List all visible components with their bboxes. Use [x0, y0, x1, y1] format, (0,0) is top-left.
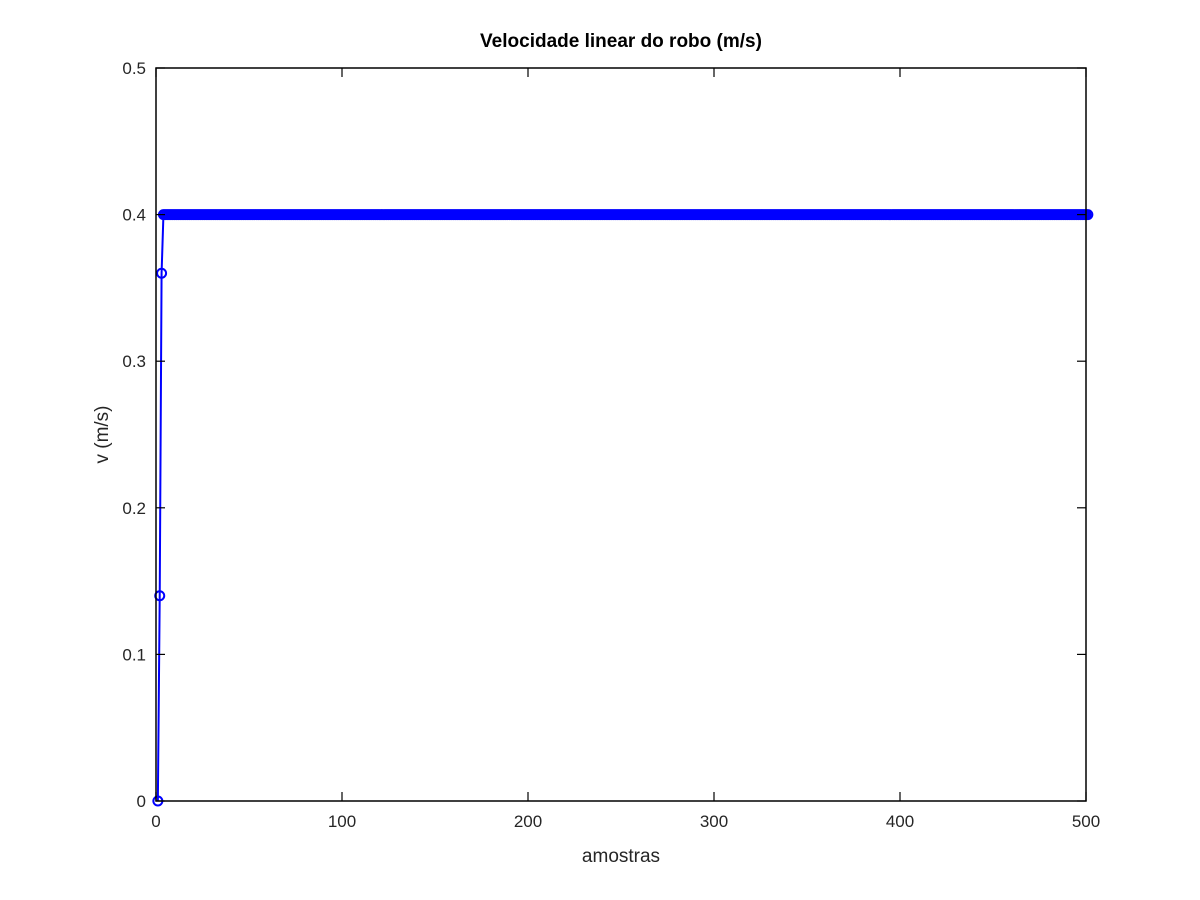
y-tick-label: 0.4: [122, 206, 146, 225]
data-point: [156, 267, 168, 279]
x-tick-label: 500: [1072, 812, 1100, 831]
x-tick-label: 300: [700, 812, 728, 831]
y-tick-label: 0.2: [122, 499, 146, 518]
y-tick-label: 0: [137, 792, 146, 811]
x-tick-label: 400: [886, 812, 914, 831]
chart-title: Velocidade linear do robo (m/s): [480, 31, 762, 52]
y-tick-label: 0.1: [122, 645, 146, 664]
x-tick-label: 200: [514, 812, 542, 831]
y-axis-label: v (m/s): [92, 405, 113, 463]
x-tick-label: 0: [151, 812, 160, 831]
axes-frame: [155, 67, 1087, 802]
y-tick-label: 0.5: [122, 59, 146, 78]
data-point: [154, 590, 166, 602]
x-tick-label: 100: [328, 812, 356, 831]
y-tick-label: 0.3: [122, 352, 146, 371]
plot-area: [156, 68, 1086, 801]
series-markers: [152, 209, 1094, 807]
x-axis-label: amostras: [582, 846, 660, 867]
axes-layer: 0 100 200 300 400 500 0 0.1 0.2 0.3 0.4 0.5: [122, 59, 1100, 831]
series-layer: [152, 209, 1094, 807]
